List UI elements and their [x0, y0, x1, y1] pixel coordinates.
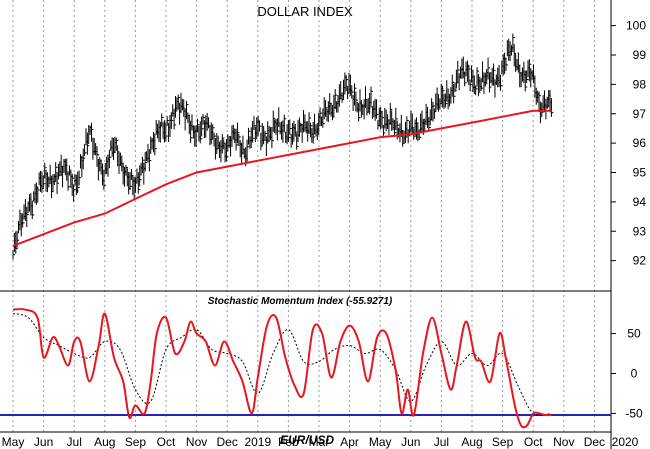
y-tick-label: 96: [633, 136, 647, 150]
month-label: Oct: [157, 435, 176, 449]
month-label: 2020: [612, 435, 639, 449]
month-label: Jul: [67, 435, 82, 449]
y-tick-label: 93: [633, 224, 647, 238]
vertical-grid: [12, 0, 595, 432]
indicator-title: Stochastic Momentum Index (-55.9271): [208, 296, 393, 307]
month-label: Dec: [217, 435, 238, 449]
y-tick-label: 100: [626, 19, 646, 33]
month-label: Feb: [278, 435, 299, 449]
footer-label: EUR/USD: [280, 433, 334, 447]
month-label: Jun: [34, 435, 53, 449]
month-label: Dec: [584, 435, 605, 449]
y-tick-label: 95: [633, 166, 647, 180]
price-series: [12, 33, 554, 260]
y-tick-label: 94: [633, 195, 647, 209]
month-label: Aug: [94, 435, 115, 449]
month-label: Sep: [125, 435, 147, 449]
month-label: Oct: [524, 435, 543, 449]
y-tick-label: 98: [633, 77, 647, 91]
month-label: Mar: [309, 435, 330, 449]
month-label: Aug: [461, 435, 482, 449]
y-tick-label: 97: [633, 107, 647, 121]
y-tick-label: 50: [627, 327, 641, 341]
month-label: Sep: [492, 435, 514, 449]
y-tick-label: 99: [633, 48, 647, 62]
month-label: Jul: [434, 435, 449, 449]
signal-line: [12, 313, 552, 416]
month-label: Jun: [401, 435, 420, 449]
y-tick-label: -50: [625, 406, 643, 420]
indicator-axis-ticks: 50 0 -50: [611, 327, 643, 420]
month-label: May: [2, 435, 25, 449]
price-axis-ticks: 92 93 94 95 96 97 98 99 100: [611, 19, 646, 268]
month-label: 2019: [244, 435, 271, 449]
month-label: Apr: [340, 435, 359, 449]
y-tick-label: 92: [633, 254, 647, 268]
y-tick-label: 0: [631, 366, 638, 380]
momentum-line: [12, 308, 552, 429]
month-label: Nov: [553, 435, 574, 449]
month-label: May: [369, 435, 392, 449]
month-label: Nov: [186, 435, 207, 449]
moving-average-line: [12, 109, 552, 247]
time-axis-labels: May Jun Jul Aug Sep Oct Nov Dec 2019 Feb Mar Apr May…: [2, 435, 639, 449]
chart-title: DOLLAR INDEX: [257, 4, 353, 19]
